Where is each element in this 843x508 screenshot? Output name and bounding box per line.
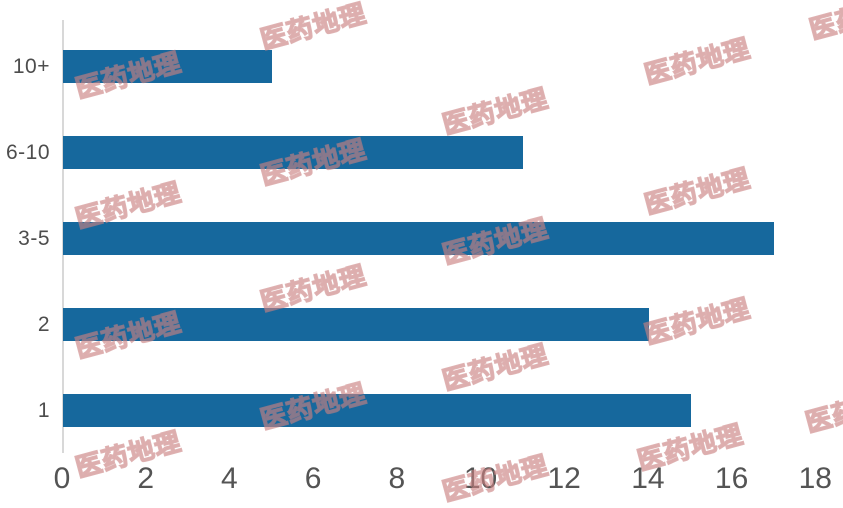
bar-2 — [63, 308, 649, 341]
y-axis-label-10+: 10+ — [12, 55, 50, 78]
x-axis-tick-label-2: 2 — [137, 462, 155, 495]
x-axis-tick-label-6: 6 — [304, 462, 322, 495]
x-axis-tick-label-16: 16 — [714, 462, 749, 495]
bar-1 — [63, 394, 691, 427]
x-axis-tick-label-14: 14 — [631, 462, 665, 495]
y-axis-label-1: 1 — [37, 399, 50, 422]
x-axis-tick-label-10: 10 — [463, 462, 498, 495]
y-axis-label-3-5: 3-5 — [18, 227, 50, 250]
y-axis-label-2: 2 — [37, 313, 50, 336]
x-axis-tick-label-18: 18 — [798, 462, 832, 495]
bar-10+ — [63, 50, 272, 83]
bar-6-10 — [63, 136, 523, 169]
x-axis-tick-label-4: 4 — [221, 462, 238, 495]
x-axis-tick-label-12: 12 — [547, 462, 581, 495]
x-axis-tick-label-8: 8 — [388, 462, 406, 495]
bar-3-5 — [63, 222, 774, 255]
x-axis-tick-label-0: 0 — [53, 462, 71, 495]
y-axis-label-6-10: 6-10 — [5, 141, 50, 164]
